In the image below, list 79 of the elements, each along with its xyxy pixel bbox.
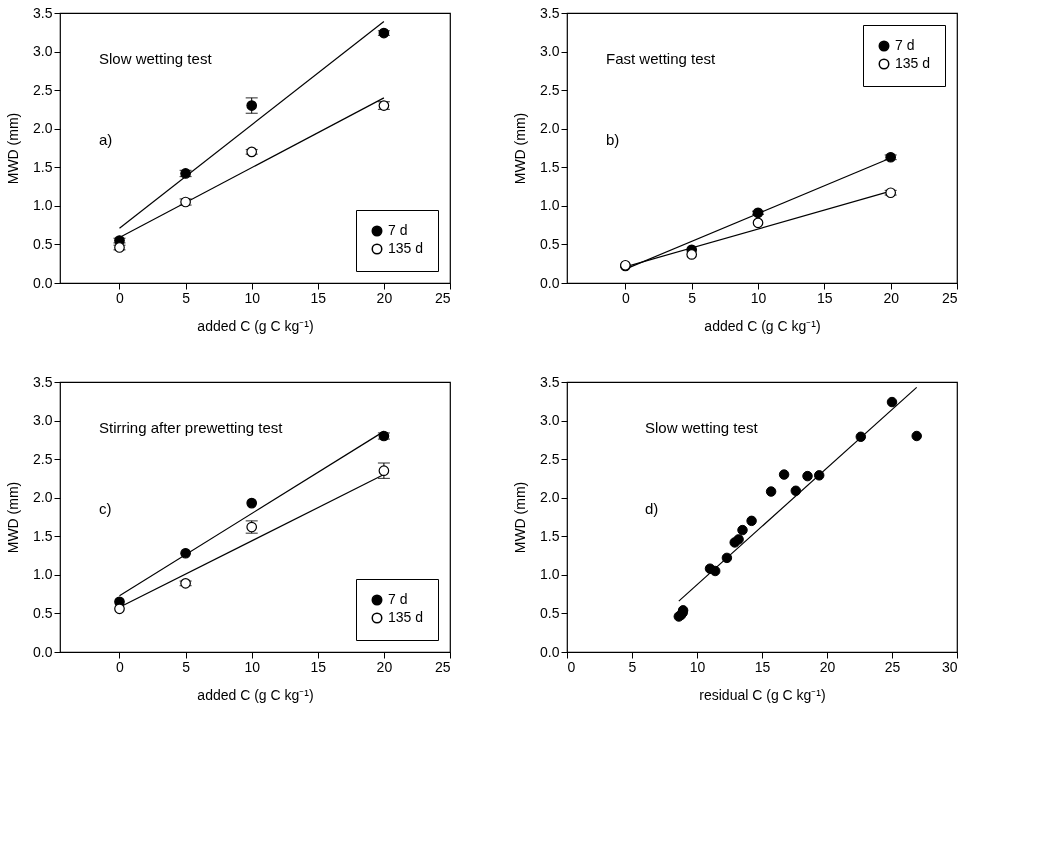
legend-label: 7 d [895, 37, 915, 53]
y-tick-label: 1.5 [33, 158, 53, 175]
y-tick-label: 3.5 [540, 373, 560, 390]
y-tick-label: 3.5 [540, 4, 560, 21]
y-tick-label: 0.5 [33, 604, 53, 621]
legend-label: 135 d [388, 240, 424, 256]
y-tick-label: 1.0 [33, 197, 53, 214]
y-tick-label: 0.5 [540, 235, 560, 252]
x-tick-label: 5 [628, 658, 637, 675]
x-tick-label: 10 [244, 658, 261, 675]
legend-label: 135 d [895, 55, 931, 71]
x-tick-label: 20 [376, 658, 393, 675]
x-tick-label: 0 [621, 289, 630, 306]
y-tick-label: 1.5 [540, 527, 560, 544]
y-tick-label: 1.0 [540, 197, 560, 214]
y-tick-label: 1.0 [540, 566, 560, 583]
legend-label: 135 d [388, 609, 424, 625]
x-tick-label: 0 [116, 658, 125, 675]
y-tick-label: 1.5 [33, 527, 53, 544]
x-tick-label: 30 [941, 658, 958, 675]
x-tick-label: 15 [310, 289, 327, 306]
y-tick-label: 0.0 [540, 643, 560, 660]
x-axis-title: added C (g C kg⁻¹) [197, 317, 314, 334]
x-tick-label: 25 [434, 289, 451, 306]
y-tick-label: 2.0 [33, 120, 53, 137]
legend-label: 7 d [388, 591, 408, 607]
x-tick-label: 0 [116, 289, 125, 306]
x-tick-label: 0 [567, 658, 576, 675]
y-tick-label: 0.5 [540, 604, 560, 621]
x-tick-label: 15 [817, 289, 833, 306]
x-tick-label: 25 [941, 289, 958, 306]
y-tick-label: 3.0 [540, 43, 560, 60]
x-tick-label: 25 [434, 658, 451, 675]
y-axis-title: MWD (mm) [5, 112, 22, 185]
annotation: Slow wetting test [645, 418, 759, 436]
x-axis-title: added C (g C kg⁻¹) [704, 317, 821, 334]
x-tick-label: 20 [819, 658, 836, 675]
y-tick-label: 2.5 [33, 81, 53, 98]
annotation: Slow wetting test [99, 49, 213, 67]
annotation: b) [606, 130, 620, 148]
y-axis-title: MWD (mm) [512, 481, 529, 554]
y-tick-label: 0.0 [33, 274, 53, 291]
y-tick-label: 3.0 [33, 412, 53, 429]
x-tick-label: 5 [688, 289, 697, 306]
y-tick-label: 3.5 [33, 4, 53, 21]
x-tick-label: 5 [182, 289, 191, 306]
y-axis-title: MWD (mm) [512, 112, 529, 185]
annotation: a) [99, 130, 113, 148]
y-tick-label: 3.0 [540, 412, 560, 429]
y-tick-label: 0.5 [33, 235, 53, 252]
x-tick-label: 15 [310, 658, 327, 675]
y-tick-label: 0.0 [33, 643, 53, 660]
y-tick-label: 2.5 [540, 81, 560, 98]
y-axis-title: MWD (mm) [5, 481, 22, 554]
annotation: d) [645, 499, 659, 517]
x-tick-label: 5 [182, 658, 191, 675]
y-tick-label: 3.5 [33, 373, 53, 390]
y-tick-label: 2.0 [540, 489, 560, 506]
x-tick-label: 20 [883, 289, 900, 306]
x-tick-label: 20 [376, 289, 393, 306]
x-tick-label: 10 [689, 658, 706, 675]
annotation: Stirring after prewetting test [99, 418, 284, 436]
x-tick-label: 15 [754, 658, 771, 675]
x-tick-label: 25 [884, 658, 901, 675]
y-tick-label: 2.5 [540, 450, 560, 467]
legend-label: 7 d [388, 222, 408, 238]
x-axis-title: added C (g C kg⁻¹) [197, 686, 314, 703]
y-tick-label: 2.0 [33, 489, 53, 506]
y-tick-label: 0.0 [540, 274, 560, 291]
x-tick-label: 10 [244, 289, 261, 306]
y-tick-label: 2.0 [540, 120, 560, 137]
y-tick-label: 1.5 [540, 158, 560, 175]
y-tick-label: 1.0 [33, 566, 53, 583]
annotation: c) [99, 499, 112, 517]
annotation: Fast wetting test [606, 49, 717, 67]
x-tick-label: 10 [750, 289, 767, 306]
y-tick-label: 2.5 [33, 450, 53, 467]
x-axis-title: residual C (g C kg⁻¹) [699, 686, 826, 703]
y-tick-label: 3.0 [33, 43, 53, 60]
